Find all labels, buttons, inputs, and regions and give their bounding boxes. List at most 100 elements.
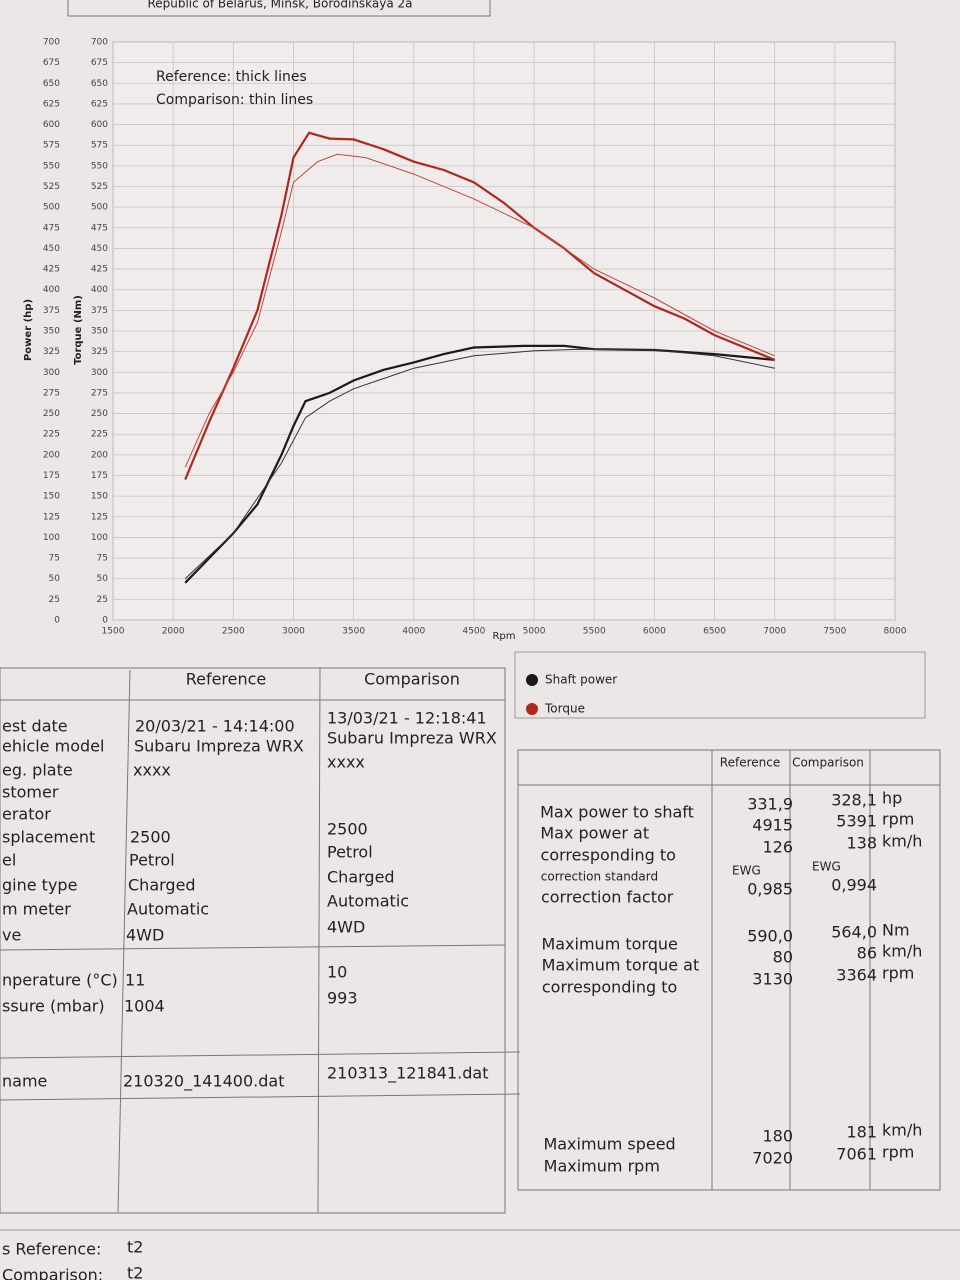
column-header: Reference — [720, 756, 780, 770]
column-header: Comparison — [364, 670, 460, 689]
results-box — [517, 749, 941, 1191]
row-label: Maximum speed — [543, 1135, 675, 1154]
y-tick-label: 175 — [43, 471, 60, 481]
x-axis-title: Rpm — [492, 631, 515, 642]
series-line — [184, 131, 776, 481]
row-label: eg. plate — [2, 761, 73, 780]
y-tick-label: 50 — [49, 574, 61, 584]
cell: 564,0 — [831, 923, 877, 942]
rule — [117, 669, 131, 1213]
cell: 0,994 — [831, 876, 877, 895]
unit: hp — [882, 789, 902, 808]
y-tick-label: 525 — [43, 182, 60, 192]
unit: rpm — [882, 810, 914, 829]
cell: 2500 — [130, 828, 171, 847]
row-label: ssure (mbar) — [2, 997, 105, 1016]
chart-note: Reference: thick lines — [156, 69, 307, 85]
y-tick-label: 75 — [49, 554, 60, 564]
y-tick-label: 375 — [43, 306, 60, 316]
info-table-box — [0, 667, 506, 1214]
cell: 4915 — [752, 816, 793, 835]
y-tick-label: 300 — [43, 368, 60, 378]
cell: 331,9 — [747, 795, 793, 814]
y2-tick-label: 300 — [91, 368, 108, 378]
column-header: Comparison — [792, 756, 864, 770]
legend-box — [514, 651, 926, 719]
cell: 3364 — [836, 966, 877, 985]
cell: Petrol — [327, 843, 373, 862]
cell: 126 — [762, 838, 793, 857]
x-tick-label: 4000 — [402, 627, 425, 637]
y-tick-label: 650 — [43, 79, 60, 89]
y-tick-label: 425 — [43, 265, 60, 275]
y2-tick-label: 625 — [91, 99, 108, 109]
x-tick-label: 5500 — [583, 627, 606, 637]
y-tick-label: 150 — [43, 492, 60, 502]
y-tick-label: 600 — [43, 120, 60, 130]
row-label: Maximum rpm — [544, 1157, 660, 1176]
footer-label: s Reference: — [2, 1240, 101, 1259]
y2-tick-label: 125 — [91, 512, 108, 522]
y2-tick-label: 25 — [97, 595, 108, 605]
legend-label: Shaft power — [545, 673, 617, 687]
y-tick-label: 275 — [43, 388, 60, 398]
header-box — [67, 0, 491, 17]
cell: 0,985 — [747, 880, 793, 899]
y-axis-title: Power (hp) — [23, 299, 34, 361]
x-tick-label: 1500 — [102, 627, 125, 637]
y2-tick-label: 50 — [97, 574, 109, 584]
column-header: Reference — [186, 670, 267, 689]
footer-value: t2 — [127, 1264, 143, 1280]
x-tick-label: 6500 — [703, 627, 726, 637]
row-label: gine type — [2, 876, 77, 895]
y2-tick-label: 0 — [102, 616, 108, 626]
rule — [317, 667, 321, 1213]
y-tick-label: 675 — [43, 58, 60, 68]
x-tick-label: 5000 — [523, 627, 546, 637]
cell: EWG — [812, 860, 841, 874]
row-label: correction standard — [541, 870, 658, 884]
x-tick-label: 3500 — [342, 627, 365, 637]
cell: 180 — [762, 1127, 793, 1146]
cell: 210320_141400.dat — [123, 1072, 284, 1092]
rule — [0, 1093, 521, 1101]
row-label: Maximum torque — [541, 935, 677, 954]
y-tick-label: 100 — [43, 533, 60, 543]
y2-tick-label: 600 — [91, 120, 108, 130]
y2-tick-label: 150 — [91, 492, 108, 502]
y-tick-label: 125 — [43, 512, 60, 522]
row-label: m meter — [2, 900, 71, 919]
x-tick-label: 4500 — [462, 627, 485, 637]
y2-tick-label: 375 — [91, 306, 108, 316]
y-tick-label: 325 — [43, 347, 60, 357]
chart-note: Comparison: thin lines — [156, 92, 313, 108]
y2-tick-label: 450 — [91, 244, 108, 254]
cell: 5391 — [836, 812, 877, 831]
row-label: est date — [2, 717, 68, 736]
y2-tick-label: 425 — [91, 265, 108, 275]
y2-tick-label: 350 — [91, 327, 108, 337]
cell: 4WD — [126, 926, 164, 945]
cell: xxxx — [133, 761, 171, 780]
cell: xxxx — [327, 753, 365, 772]
y-tick-label: 475 — [43, 223, 60, 233]
row-label: ehicle model — [2, 737, 104, 756]
cell: 13/03/21 - 12:18:41 — [327, 709, 487, 728]
legend-label: Torque — [544, 702, 585, 716]
y2-tick-label: 225 — [91, 430, 108, 440]
cell: 20/03/21 - 14:14:00 — [135, 717, 295, 736]
y2-tick-label: 500 — [91, 203, 108, 213]
y2-tick-label: 325 — [91, 347, 108, 357]
row-label: Maximum torque at — [542, 956, 700, 975]
y2-tick-label: 250 — [91, 409, 108, 419]
y-tick-label: 250 — [43, 409, 60, 419]
legend-swatch — [526, 703, 538, 715]
rule — [0, 1051, 521, 1059]
x-tick-label: 8000 — [884, 627, 907, 637]
x-tick-label: 6000 — [643, 627, 666, 637]
row-label: corresponding to — [542, 978, 677, 997]
cell: 590,0 — [747, 927, 793, 946]
row-label: correction factor — [541, 888, 674, 907]
footer-label: Comparison: — [2, 1266, 103, 1280]
